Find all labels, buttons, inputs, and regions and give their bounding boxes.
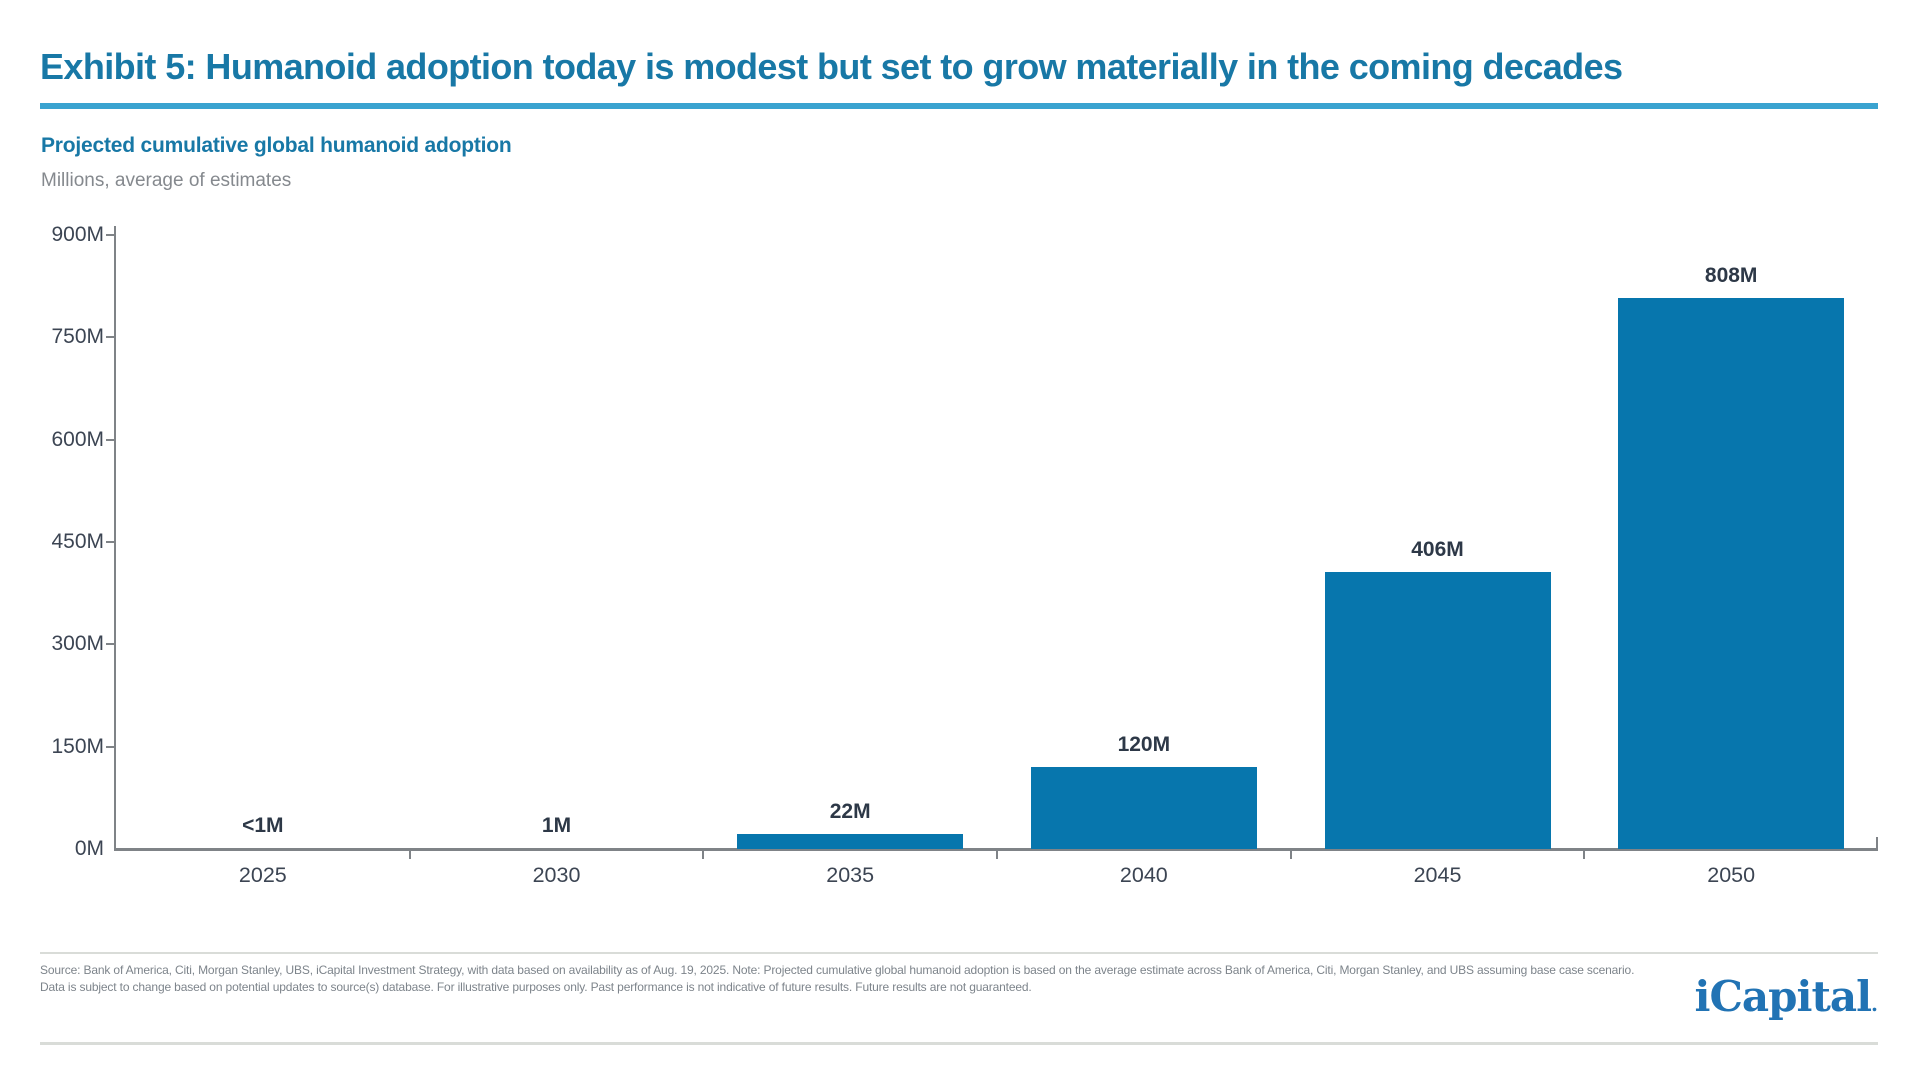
x-tick-label: 2030 (532, 863, 581, 887)
category-boundary-tick (1583, 851, 1586, 859)
footer-top-separator (40, 952, 1878, 954)
y-tick-mark (106, 643, 115, 646)
x-axis-line (114, 848, 1878, 851)
bar-value-label: 406M (1411, 538, 1464, 562)
y-tick-mark (106, 438, 115, 441)
category-boundary-tick (408, 851, 411, 859)
source-note: Source: Bank of America, Citi, Morgan St… (40, 962, 1634, 996)
source-note-line2: Data is subject to change based on poten… (40, 980, 1032, 994)
y-tick-mark (106, 234, 115, 236)
chart-subtitle: Projected cumulative global humanoid ado… (41, 134, 512, 157)
x-tick-label: 2040 (1119, 863, 1168, 887)
x-axis-end-tick (1876, 837, 1878, 848)
y-tick-label: 300M (51, 632, 104, 656)
y-axis-line (114, 226, 116, 851)
x-tick-label: 2025 (238, 863, 287, 887)
x-tick-label: 2045 (1413, 863, 1462, 887)
source-note-line1: Source: Bank of America, Citi, Morgan St… (40, 963, 1635, 977)
icapital-logo: iCapital. (1695, 972, 1878, 1021)
title-underline-rule (40, 103, 1878, 109)
x-tick-label: 2035 (826, 863, 875, 887)
bar-2045 (1324, 572, 1551, 849)
page-title: Exhibit 5: Humanoid adoption today is mo… (40, 46, 1623, 87)
y-tick-label: 600M (51, 427, 104, 451)
icapital-logo-dot: . (1871, 992, 1878, 1016)
y-tick-label: 150M (51, 734, 104, 758)
bar-2050 (1618, 297, 1845, 849)
y-tick-label: 450M (51, 530, 104, 553)
category-boundary-tick (702, 851, 705, 859)
y-tick-mark (106, 336, 115, 339)
bar-value-label: 120M (1117, 733, 1171, 757)
bar-value-label: 22M (829, 799, 871, 823)
y-tick-label: 0M (74, 837, 104, 860)
chart-units-note: Millions, average of estimates (41, 170, 292, 191)
y-tick-label: 750M (51, 325, 104, 349)
page-bottom-separator (40, 1042, 1878, 1045)
y-tick-mark (106, 745, 115, 748)
category-boundary-tick (996, 851, 998, 859)
bar-2035 (737, 833, 964, 849)
y-tick-label: 900M (51, 223, 104, 246)
bar-2040 (1030, 767, 1257, 849)
bar-value-label: 1M (541, 814, 572, 837)
icapital-logo-text: iCapital (1694, 972, 1872, 1021)
category-boundary-tick (1289, 851, 1292, 859)
x-tick-label: 2050 (1707, 863, 1756, 887)
y-tick-mark (106, 541, 115, 543)
bar-value-label: <1M (242, 814, 284, 837)
bar-value-label: 808M (1704, 263, 1758, 287)
